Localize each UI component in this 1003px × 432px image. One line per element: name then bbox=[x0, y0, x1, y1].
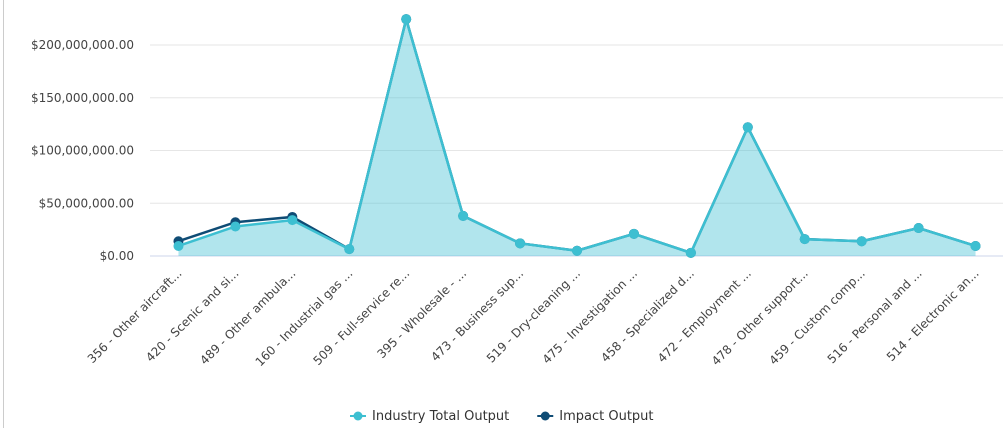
x-tick-label: 489 - Other ambula... bbox=[197, 266, 298, 367]
x-tick-label: 475 - Investigation ... bbox=[540, 266, 640, 366]
x-tick-label: 514 - Electronic an... bbox=[884, 266, 982, 364]
point bbox=[344, 244, 355, 255]
point bbox=[458, 210, 469, 221]
point bbox=[970, 240, 981, 251]
legend-symbol bbox=[353, 411, 363, 421]
x-tick-label: 458 - Specialized d... bbox=[598, 266, 697, 365]
point bbox=[685, 247, 696, 258]
x-tick-label: 509 - Full-service re... bbox=[310, 266, 412, 368]
x-tick-label: 516 - Personal and ... bbox=[825, 266, 925, 366]
x-tick-label: 478 - Other support... bbox=[709, 266, 811, 368]
x-tick-label: 473 - Business sup... bbox=[428, 266, 526, 364]
y-tick-label: $0.00 bbox=[100, 249, 134, 263]
y-tick-label: $150,000,000.00 bbox=[31, 91, 134, 105]
y-tick-label: $100,000,000.00 bbox=[31, 144, 134, 158]
x-tick-label: 420 - Scenic and si... bbox=[143, 266, 241, 364]
x-tick-label: 519 - Dry-cleaning ... bbox=[484, 266, 583, 365]
point bbox=[230, 221, 241, 232]
x-tick-label: 160 - Industrial gas ... bbox=[253, 266, 356, 369]
legend-symbol bbox=[540, 411, 550, 421]
x-tick-label: 459 - Custom comp... bbox=[766, 266, 867, 367]
line bbox=[178, 14, 976, 255]
y-tick-label: $200,000,000.00 bbox=[31, 38, 134, 52]
point bbox=[742, 122, 753, 133]
point bbox=[572, 245, 582, 256]
point bbox=[173, 240, 184, 251]
x-tick-label: 472 - Employment ... bbox=[655, 266, 754, 365]
x-tick-label: 356 - Other aircraft... bbox=[85, 266, 185, 366]
point bbox=[799, 234, 810, 245]
point bbox=[856, 236, 867, 247]
legend-label: Industry Total Output bbox=[372, 409, 509, 424]
point bbox=[515, 238, 526, 249]
line bbox=[178, 14, 976, 255]
y-tick-label: $50,000,000.00 bbox=[39, 196, 134, 210]
point bbox=[628, 228, 639, 239]
point bbox=[401, 14, 412, 25]
point bbox=[287, 215, 298, 226]
area bbox=[178, 19, 976, 257]
point bbox=[913, 223, 924, 234]
legend-label: Impact Output bbox=[559, 409, 653, 424]
